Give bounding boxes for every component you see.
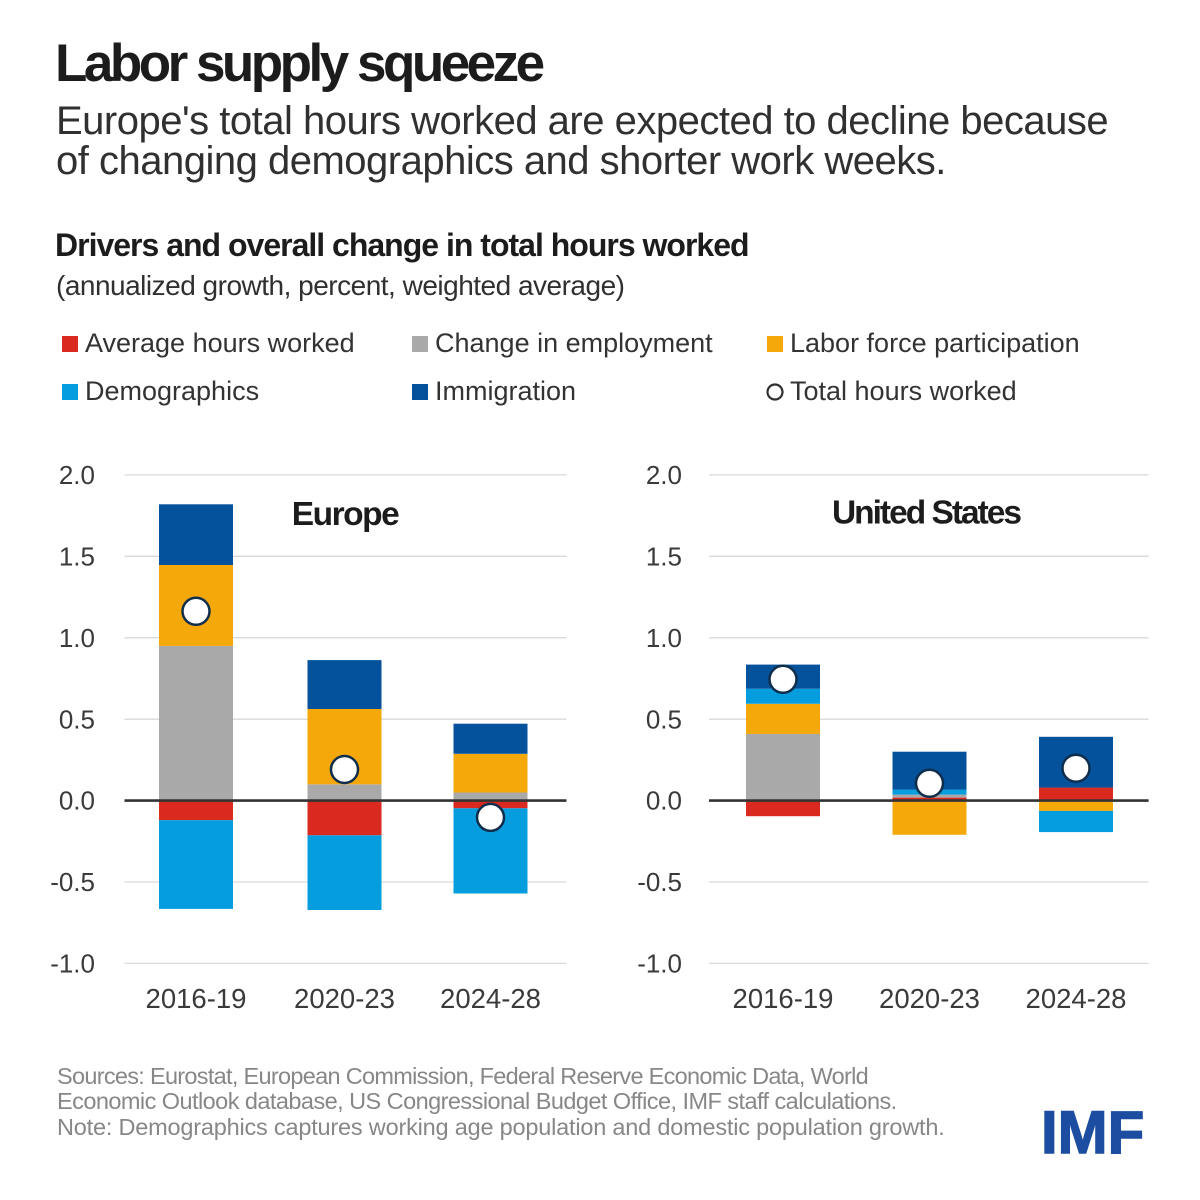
svg-text:Change in employment: Change in employment: [435, 328, 713, 358]
svg-text:Europe: Europe: [292, 496, 399, 533]
svg-text:0.0: 0.0: [646, 786, 682, 816]
svg-text:0.5: 0.5: [646, 704, 682, 734]
svg-text:1.0: 1.0: [646, 623, 682, 653]
svg-text:United States: United States: [832, 495, 1021, 532]
svg-text:0.0: 0.0: [59, 786, 95, 816]
svg-text:2.0: 2.0: [646, 460, 682, 490]
svg-text:Demographics: Demographics: [85, 376, 259, 406]
svg-text:2024-28: 2024-28: [1026, 983, 1127, 1014]
svg-text:2.0: 2.0: [59, 460, 95, 490]
svg-text:-0.5: -0.5: [637, 867, 682, 897]
svg-text:1.0: 1.0: [59, 623, 95, 653]
svg-text:2020-23: 2020-23: [294, 983, 395, 1014]
svg-text:2016-19: 2016-19: [146, 983, 247, 1014]
svg-text:Immigration: Immigration: [435, 376, 576, 406]
svg-text:-0.5: -0.5: [50, 867, 95, 897]
svg-text:2016-19: 2016-19: [733, 983, 834, 1014]
svg-text:0.5: 0.5: [59, 704, 95, 734]
svg-text:1.5: 1.5: [59, 541, 95, 571]
svg-text:Average hours worked: Average hours worked: [85, 328, 355, 358]
svg-text:-1.0: -1.0: [50, 949, 95, 979]
svg-text:2020-23: 2020-23: [879, 983, 980, 1014]
svg-text:1.5: 1.5: [646, 541, 682, 571]
svg-text:-1.0: -1.0: [637, 949, 682, 979]
svg-text:Labor force participation: Labor force participation: [790, 328, 1080, 358]
svg-text:Total hours worked: Total hours worked: [790, 376, 1017, 406]
svg-text:2024-28: 2024-28: [440, 983, 541, 1014]
